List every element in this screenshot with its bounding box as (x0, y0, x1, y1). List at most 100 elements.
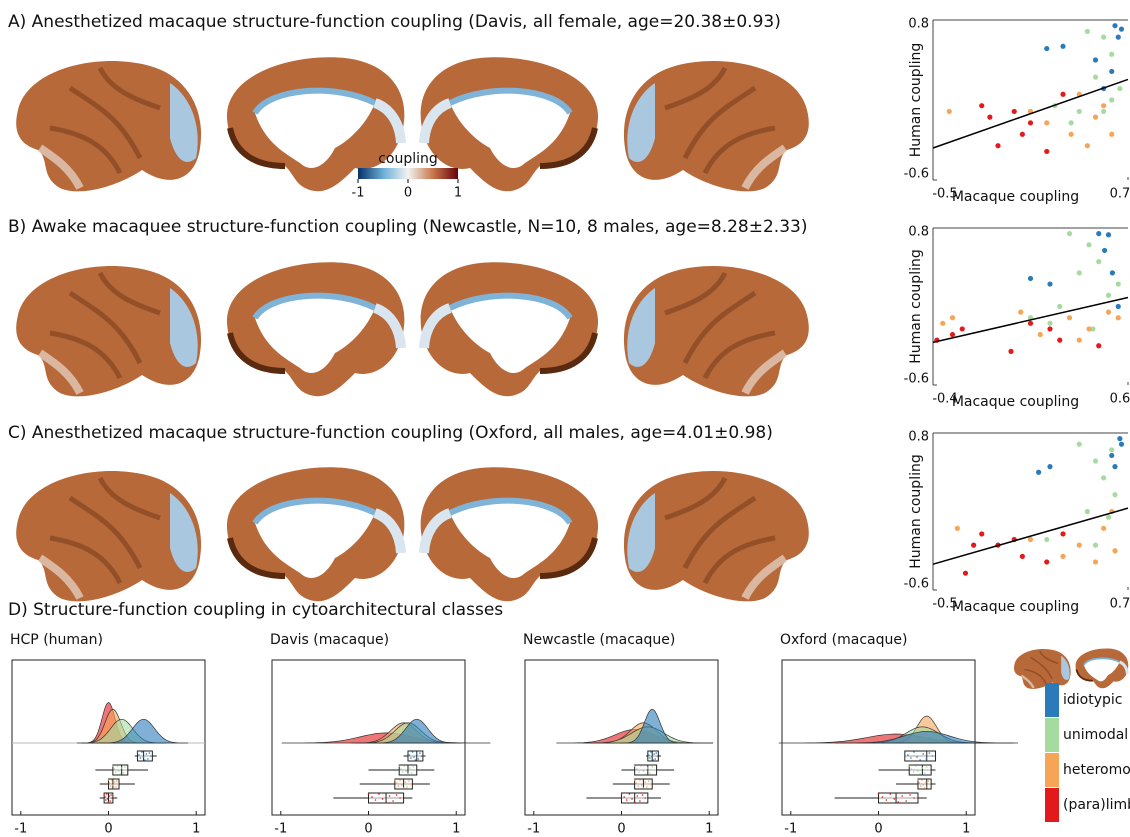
jitter-dot (656, 755, 659, 757)
point (1047, 320, 1053, 326)
jitter-dot (111, 784, 114, 786)
jitter-dot (655, 752, 658, 754)
jitter-dot (115, 771, 117, 773)
legend-swatch (1045, 753, 1059, 787)
jitter-dot (111, 797, 113, 799)
box (647, 750, 659, 762)
point (1019, 131, 1025, 137)
x-tick-label: 0 (364, 822, 372, 837)
point (1066, 231, 1073, 237)
box (634, 764, 658, 776)
jitter-dot (633, 765, 636, 767)
jitter-dot (625, 799, 628, 801)
jitter-dot (409, 783, 412, 785)
box (917, 778, 932, 790)
jitter-dot (371, 796, 373, 798)
jitter-dot (106, 798, 109, 800)
point (1092, 57, 1099, 63)
point (1060, 553, 1066, 559)
jitter-dot (147, 758, 149, 760)
jitter-dot (925, 758, 928, 760)
jitter-dot (117, 783, 119, 785)
jitter-dot (401, 784, 403, 786)
point (1109, 51, 1115, 57)
x-tick-label: -0.4 (932, 392, 957, 407)
jitter-dot (144, 759, 146, 761)
x-tick-label: 0 (104, 822, 112, 837)
x-tick-label: -1 (527, 822, 540, 837)
jitter-dot (395, 782, 398, 784)
colorbar-label: coupling (378, 151, 438, 167)
jitter-dot (644, 781, 646, 783)
point (1086, 326, 1092, 332)
x-tick-label: -0.5 (932, 597, 957, 612)
point (1019, 553, 1025, 559)
x-tick-label: 1 (192, 822, 200, 837)
jitter-dot (922, 784, 925, 786)
point (1115, 303, 1121, 310)
legend-swatch (1045, 683, 1059, 717)
jitter-dot (385, 801, 387, 803)
jitter-dot (404, 781, 407, 783)
point (1101, 525, 1107, 531)
panel-title: D) Structure-function coupling in cytoar… (8, 600, 503, 620)
point (1096, 231, 1102, 237)
point (1101, 475, 1107, 481)
jitter-dot (392, 800, 394, 802)
jitter-dot (904, 751, 906, 753)
point (1027, 536, 1034, 543)
point (1117, 436, 1123, 442)
jitter-dot (400, 768, 402, 770)
jitter-dot (922, 753, 925, 755)
jitter-dot (408, 754, 411, 756)
jitter-dot (885, 799, 888, 801)
x-tick-label: -0.5 (932, 187, 957, 202)
box (136, 750, 153, 762)
jitter-dot (633, 801, 636, 803)
jitter-dot (654, 758, 656, 760)
jitter-dot (411, 751, 414, 753)
point (1057, 337, 1063, 343)
jitter-dot (649, 783, 652, 785)
jitter-dot (881, 796, 884, 798)
x-axis-label: Macaque coupling (952, 394, 1079, 410)
legend-label: (para)limbic (1063, 797, 1130, 813)
jitter-dot (918, 782, 921, 784)
jitter-dot (653, 769, 656, 771)
jitter-dot (378, 793, 380, 795)
point (971, 542, 977, 548)
jitter-dot (416, 753, 418, 755)
box (108, 778, 120, 790)
jitter-dot (148, 752, 151, 754)
point (995, 143, 1001, 149)
jitter-dot (651, 766, 654, 768)
jitter-dot (401, 771, 404, 773)
jitter-dot (639, 800, 641, 802)
jitter-dot (408, 780, 410, 782)
point (1112, 548, 1118, 554)
density (835, 731, 1019, 744)
jitter-dot (116, 780, 118, 782)
panel-title: B) Awake macaquee structure-function cou… (8, 217, 807, 237)
fit-line (932, 296, 1129, 344)
point (1101, 108, 1107, 115)
jitter-dot (620, 793, 623, 795)
jitter-dot (118, 770, 120, 772)
jitter-dot (649, 772, 651, 774)
point (949, 331, 956, 338)
point (1060, 43, 1066, 49)
x-axis-label: Macaque coupling (952, 599, 1079, 615)
point (1047, 281, 1053, 287)
point (1060, 531, 1066, 537)
point (1109, 270, 1115, 276)
jitter-dot (917, 779, 919, 781)
jitter-dot (124, 766, 126, 768)
jitter-dot (923, 787, 926, 789)
subplot-title: HCP (human) (10, 632, 103, 648)
jitter-dot (406, 786, 408, 788)
jitter-dot (107, 801, 110, 803)
x-tick-label: -1 (274, 822, 287, 837)
jitter-dot (647, 780, 650, 782)
jitter-dot (897, 801, 900, 803)
point (949, 315, 956, 321)
